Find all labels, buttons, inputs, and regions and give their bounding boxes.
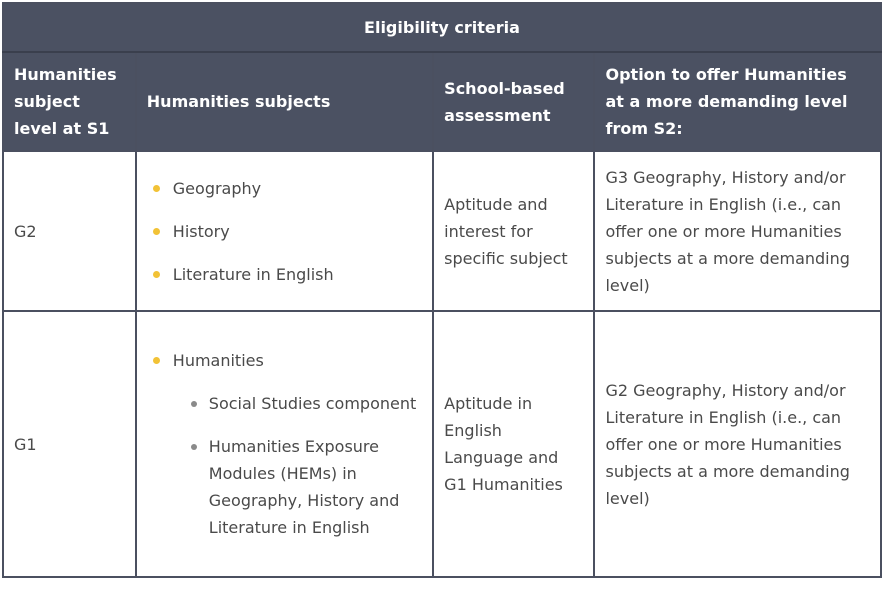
table-title-row: Eligibility criteria: [2, 2, 882, 53]
sub-list: Social Studies component Humanities Expo…: [173, 390, 422, 541]
table-header-row: Humanities subject level at S1 Humanitie…: [2, 51, 882, 152]
header-option-demanding-level: Option to offer Humanities at a more dem…: [593, 51, 882, 152]
list-item-label: Geography: [172, 178, 262, 198]
list-item: Literature in English: [152, 261, 422, 288]
sub-list-item: Humanities Exposure Modules (HEMs) in Ge…: [190, 433, 422, 541]
bullet-dot-icon: [152, 227, 160, 235]
eligibility-table: Eligibility criteria Humanities subject …: [2, 2, 882, 578]
cell-subjects: Geography History Literature in English: [134, 150, 435, 312]
table-row: G2 Geography History Literature in Engli…: [2, 150, 882, 312]
list-item: History: [152, 218, 422, 245]
list-item-label: Literature in English: [172, 264, 334, 284]
subject-list: Geography History Literature in English: [147, 175, 422, 288]
sub-bullet-dot-icon: [190, 444, 197, 450]
cell-level: G2: [2, 150, 137, 312]
table-title: Eligibility criteria: [2, 2, 882, 53]
header-subject-level: Humanities subject level at S1: [2, 51, 137, 152]
list-item: Humanities Social Studies component Huma…: [152, 347, 422, 541]
bullet-dot-icon: [152, 184, 160, 192]
subject-list: Humanities Social Studies component Huma…: [147, 347, 422, 541]
cell-option: G2 Geography, History and/or Literature …: [593, 310, 882, 578]
sub-list-item-label: Humanities Exposure Modules (HEMs) in Ge…: [208, 437, 400, 537]
cell-subjects: Humanities Social Studies component Huma…: [134, 310, 435, 578]
list-item-label: History: [172, 221, 230, 241]
eligibility-table-container: Eligibility criteria Humanities subject …: [2, 2, 882, 578]
header-humanities-subjects: Humanities subjects: [134, 51, 435, 152]
cell-assessment: Aptitude in English Language and G1 Huma…: [432, 310, 596, 578]
list-item: Geography: [152, 175, 422, 202]
cell-level: G1: [2, 310, 137, 578]
list-item-label: Humanities: [172, 351, 264, 370]
sub-bullet-dot-icon: [190, 401, 197, 407]
header-school-assessment: School-based assessment: [432, 51, 596, 152]
cell-assessment: Aptitude and interest for specific subje…: [432, 150, 596, 312]
bullet-dot-icon: [152, 270, 160, 278]
sub-list-item: Social Studies component: [190, 390, 422, 417]
cell-option: G3 Geography, History and/or Literature …: [593, 150, 882, 312]
table-row: G1 Humanities Social Studies component H…: [2, 310, 882, 578]
bullet-dot-icon: [152, 357, 160, 364]
sub-list-item-label: Social Studies component: [208, 394, 417, 413]
